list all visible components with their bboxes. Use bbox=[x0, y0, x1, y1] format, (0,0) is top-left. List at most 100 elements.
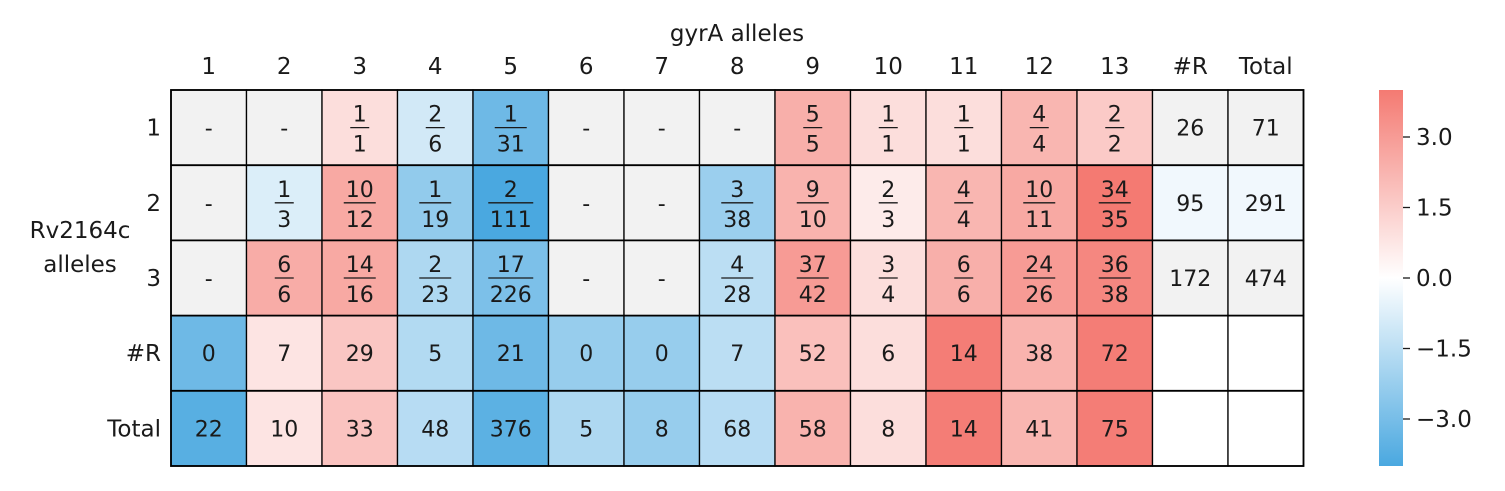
cell-denominator: 1 bbox=[881, 133, 895, 158]
column-label: Total bbox=[1238, 54, 1293, 80]
cell-value: - bbox=[733, 117, 741, 142]
cell-value: 5 bbox=[579, 417, 593, 442]
column-label: 5 bbox=[503, 54, 518, 80]
column-label: 7 bbox=[654, 54, 669, 80]
cell-denominator: 16 bbox=[346, 283, 374, 308]
column-label: 1 bbox=[201, 54, 216, 80]
cell-value: - bbox=[205, 117, 213, 142]
heatmap-cell: 5 bbox=[396, 314, 474, 392]
cell-denominator: 6 bbox=[428, 133, 442, 158]
cell-background bbox=[1227, 314, 1305, 392]
heatmap-cell bbox=[1227, 390, 1305, 467]
heatmap-cell: - bbox=[170, 164, 248, 242]
heatmap-cell: 95 bbox=[1151, 164, 1229, 242]
cell-background bbox=[1227, 390, 1305, 467]
column-tick-labels: 1 2 3 4 5 6 7 8 9 10 11 12 13 #R Total bbox=[201, 54, 1292, 80]
colorbar-gradient bbox=[1379, 90, 1403, 466]
heatmap-cell: 11 bbox=[849, 89, 927, 166]
cell-value: - bbox=[280, 117, 288, 142]
heatmap-cell bbox=[1227, 314, 1305, 392]
row-label: 1 bbox=[146, 116, 161, 142]
cell-value: 14 bbox=[950, 342, 978, 367]
cell-value: - bbox=[658, 267, 666, 292]
cell-value: 48 bbox=[421, 417, 449, 442]
cell-denominator: 111 bbox=[490, 208, 532, 233]
cell-denominator: 3 bbox=[277, 208, 291, 233]
cell-value: 0 bbox=[579, 342, 593, 367]
cell-numerator: 1 bbox=[428, 178, 442, 203]
heatmap-cell: 223 bbox=[396, 239, 474, 317]
cell-denominator: 5 bbox=[806, 133, 820, 158]
cell-value: - bbox=[582, 267, 590, 292]
cell-value: 0 bbox=[202, 342, 216, 367]
cell-numerator: 4 bbox=[957, 178, 971, 203]
heatmap-cell: 26 bbox=[1151, 89, 1229, 166]
heatmap-cell: 55 bbox=[774, 89, 852, 166]
cell-denominator: 12 bbox=[346, 208, 374, 233]
cell-numerator: 14 bbox=[346, 253, 374, 278]
cell-denominator: 28 bbox=[723, 283, 751, 308]
cell-value: 95 bbox=[1176, 192, 1204, 217]
cell-value: - bbox=[658, 117, 666, 142]
cell-value: 21 bbox=[497, 342, 525, 367]
row-label: #R bbox=[126, 341, 161, 367]
cell-numerator: 17 bbox=[497, 253, 525, 278]
heatmap-cell bbox=[1151, 390, 1229, 467]
cell-value: 38 bbox=[1025, 342, 1053, 367]
cell-value: 41 bbox=[1025, 417, 1053, 442]
heatmap-cell: 338 bbox=[698, 164, 776, 242]
cell-background bbox=[1151, 314, 1229, 392]
heatmap-cell bbox=[1151, 314, 1229, 392]
cell-background bbox=[698, 314, 776, 392]
heatmap-cell: - bbox=[623, 89, 701, 166]
cell-value: - bbox=[658, 192, 666, 217]
heatmap-cell: - bbox=[170, 89, 248, 166]
cell-denominator: 31 bbox=[497, 133, 525, 158]
heatmap-cell: 66 bbox=[925, 239, 1003, 317]
cell-numerator: 1 bbox=[881, 103, 895, 128]
cell-value: 376 bbox=[490, 417, 532, 442]
cell-numerator: 3 bbox=[730, 178, 744, 203]
cell-numerator: 2 bbox=[504, 178, 518, 203]
cell-numerator: 2 bbox=[881, 178, 895, 203]
cell-value: 6 bbox=[881, 342, 895, 367]
column-label: 10 bbox=[874, 54, 903, 80]
column-label: 3 bbox=[352, 54, 367, 80]
x-axis-title: gyrA alleles bbox=[670, 21, 804, 47]
heatmap-cell: - bbox=[623, 164, 701, 242]
cell-denominator: 2 bbox=[1108, 133, 1122, 158]
cell-denominator: 1 bbox=[353, 133, 367, 158]
cell-value: 7 bbox=[730, 342, 744, 367]
heatmap-cell: 58 bbox=[774, 390, 852, 467]
heatmap-cell: 14 bbox=[925, 390, 1003, 467]
cell-value: 33 bbox=[346, 417, 374, 442]
colorbar-tick-label: −1.5 bbox=[1416, 337, 1472, 363]
heatmap-cell: - bbox=[698, 89, 776, 166]
cell-numerator: 4 bbox=[730, 253, 744, 278]
cell-numerator: 1 bbox=[957, 103, 971, 128]
cell-background bbox=[849, 314, 927, 392]
column-label: 2 bbox=[277, 54, 292, 80]
heatmap-cell: - bbox=[547, 239, 625, 317]
row-label: 2 bbox=[146, 191, 161, 217]
cell-denominator: 3 bbox=[881, 208, 895, 233]
heatmap-cell: 22 bbox=[1076, 89, 1154, 166]
cell-numerator: 3 bbox=[881, 253, 895, 278]
cell-background bbox=[321, 390, 399, 467]
cell-background bbox=[1151, 390, 1229, 467]
heatmap-cell: - bbox=[170, 239, 248, 317]
colorbar-tick-label: −3.0 bbox=[1416, 407, 1472, 433]
cell-background bbox=[1000, 314, 1078, 392]
cell-denominator: 42 bbox=[799, 283, 827, 308]
cell-numerator: 9 bbox=[806, 178, 820, 203]
cell-denominator: 38 bbox=[1101, 283, 1129, 308]
cell-numerator: 34 bbox=[1101, 178, 1129, 203]
cell-denominator: 4 bbox=[881, 283, 895, 308]
cell-denominator: 26 bbox=[1025, 283, 1053, 308]
heatmap-cell: 14 bbox=[925, 314, 1003, 392]
cell-value: 5 bbox=[428, 342, 442, 367]
